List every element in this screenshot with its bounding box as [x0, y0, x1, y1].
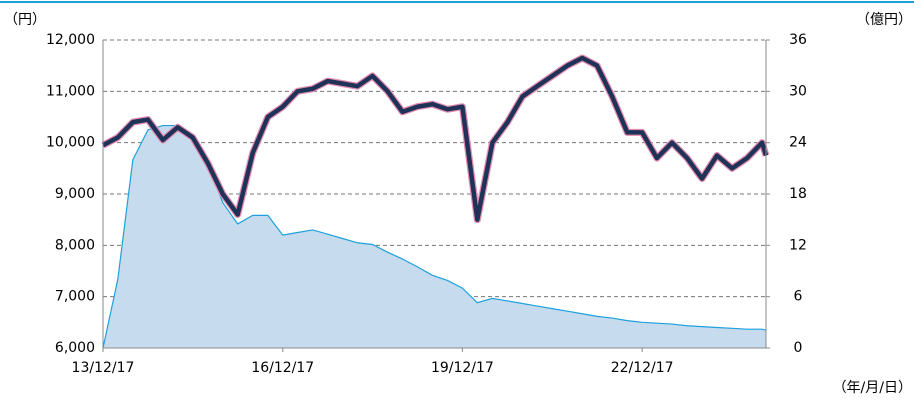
y-tick-label: 11,000 [46, 83, 95, 99]
y2-tick-label: 6 [794, 289, 803, 305]
y-unit-label: （円） [4, 12, 46, 28]
area [103, 125, 766, 348]
x-tick-label: 13/12/17 [72, 360, 135, 376]
y2-tick-label: 30 [789, 83, 807, 99]
y-tick-label: 12,000 [46, 32, 95, 48]
y-tick-label: 8,000 [55, 237, 95, 253]
y2-tick-label: 18 [789, 186, 807, 202]
y2-tick-label: 0 [794, 340, 803, 356]
y-tick-label: 10,000 [46, 135, 95, 151]
line [101, 55, 769, 222]
x-tick-label: 19/12/17 [431, 360, 494, 376]
x-unit-label: （年/月/日） [833, 380, 912, 396]
x-tick-label: 22/12/17 [611, 360, 674, 376]
y2-tick-label: 12 [789, 237, 807, 253]
y2-unit-label: （億円） [856, 12, 912, 28]
y2-tick-label: 24 [789, 135, 807, 151]
x-tick-label: 16/12/17 [251, 360, 314, 376]
y2-tick-label: 36 [789, 32, 807, 48]
y-tick-label: 6,000 [55, 340, 95, 356]
y-tick-label: 7,000 [55, 289, 95, 305]
y-tick-label: 9,000 [55, 186, 95, 202]
